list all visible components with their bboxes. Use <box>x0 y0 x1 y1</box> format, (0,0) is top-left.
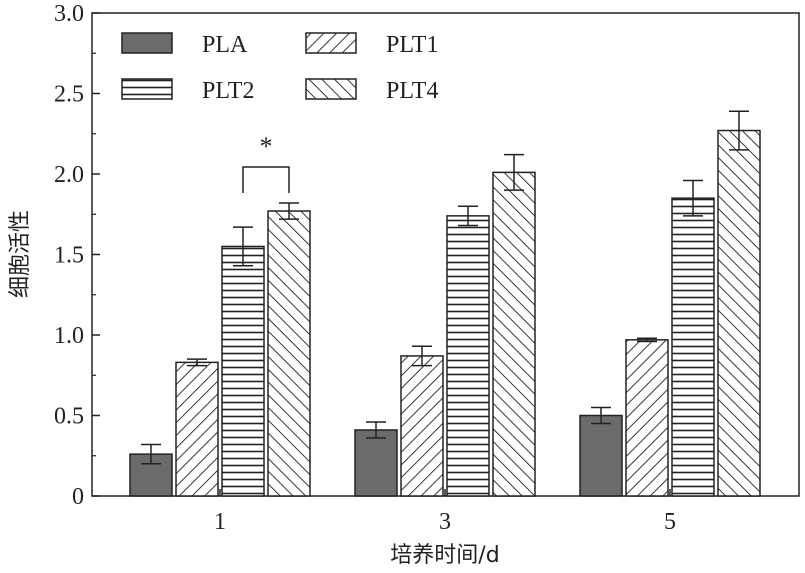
bar-plt4-day-1 <box>267 210 311 497</box>
significance-bracket <box>242 166 290 193</box>
y-axis-title: 细胞活性 <box>8 210 33 298</box>
error-bar <box>233 226 253 267</box>
error-bar <box>412 345 432 367</box>
error-bar <box>729 110 749 151</box>
legend-label: PLT1 <box>386 32 438 58</box>
y-tick-label: 1.5 <box>54 243 84 269</box>
error-bar <box>591 406 611 425</box>
bar-plt1-day-1 <box>175 361 219 497</box>
x-axis-title: 培养时间/d <box>390 543 499 568</box>
bar-plt2-day-5 <box>671 197 715 497</box>
legend-label: PLT4 <box>386 78 438 104</box>
y-tick-label: 1.0 <box>54 323 84 349</box>
bar-plt1-day-5 <box>625 339 669 497</box>
y-tick-label: 0 <box>72 484 84 510</box>
legend-item-plt1: PLT1 <box>305 32 438 58</box>
bar-pla-day-5 <box>579 414 623 497</box>
legend-item-plt4: PLT4 <box>305 78 438 104</box>
significance-marker: * <box>260 132 273 161</box>
x-axis: 1 3 5 <box>214 489 676 535</box>
legend-swatch <box>121 32 173 54</box>
annotations: * <box>242 132 290 193</box>
bar-plt2-day-3 <box>446 215 490 497</box>
error-bar <box>683 179 703 217</box>
x-tick-label: 3 <box>439 509 451 535</box>
error-bar <box>187 358 207 367</box>
legend-swatch <box>121 78 173 100</box>
y-tick-label: 3.0 <box>54 1 84 27</box>
legend-label: PLT2 <box>202 78 254 104</box>
y-tick-label: 0.5 <box>54 404 84 430</box>
bars <box>129 110 761 497</box>
x-tick-label: 1 <box>214 509 226 535</box>
legend-item-plt2: PLT2 <box>121 78 254 104</box>
legend-swatch <box>305 78 357 100</box>
bar-plt4-day-3 <box>492 171 536 497</box>
error-bar <box>279 202 299 220</box>
y-tick-label: 2.0 <box>54 162 84 188</box>
error-bar <box>458 205 478 227</box>
bar-plt1-day-3 <box>400 355 444 497</box>
bar-plt2-day-1 <box>221 245 265 497</box>
y-tick-label: 2.5 <box>54 82 84 108</box>
y-axis: 0 0.5 1.0 1.5 2.0 2.5 3.0 <box>54 1 100 510</box>
bar-pla-day-3 <box>354 429 398 497</box>
error-bar <box>366 421 386 439</box>
legend: PLA PLT1 PLT2 PLT4 <box>121 32 438 104</box>
error-bar <box>637 337 657 343</box>
error-bar <box>504 153 524 191</box>
error-bar <box>141 443 161 465</box>
legend-label: PLA <box>202 32 248 58</box>
legend-swatch <box>305 32 357 54</box>
legend-item-pla: PLA <box>121 32 248 58</box>
bar-plt4-day-5 <box>717 129 761 497</box>
x-tick-label: 5 <box>664 509 676 535</box>
